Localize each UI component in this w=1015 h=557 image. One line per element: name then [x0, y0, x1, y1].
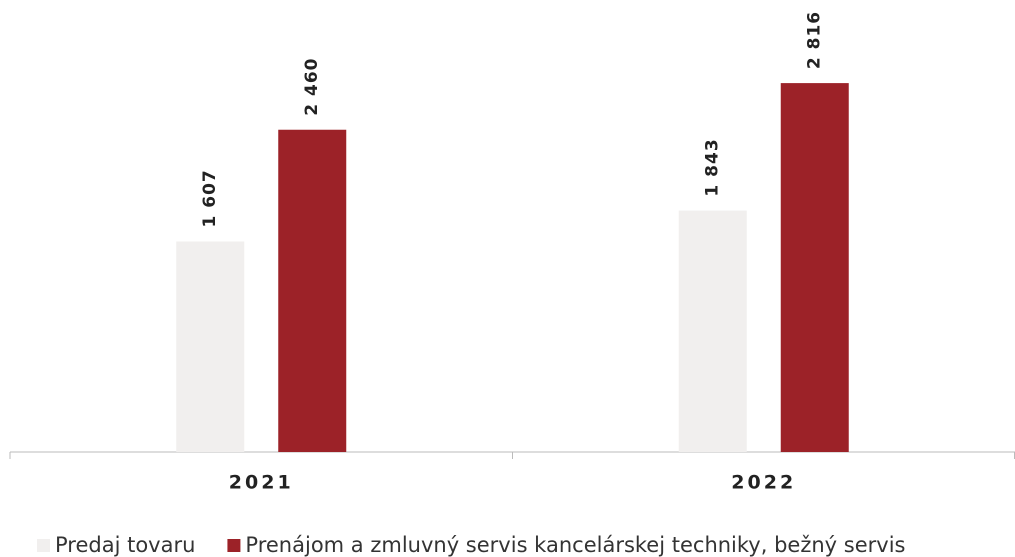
x-tick-label: 2022 — [731, 472, 796, 494]
x-tick-label: 2021 — [229, 472, 294, 494]
legend-swatch — [227, 539, 241, 552]
bar — [780, 83, 849, 452]
legend-label: Prenájom a zmluvný servis kancelárskej t… — [245, 533, 905, 557]
bar — [176, 241, 245, 452]
data-label: 1 607 — [200, 169, 220, 227]
data-label: 1 843 — [703, 138, 723, 196]
bar — [278, 129, 347, 453]
bar — [678, 210, 747, 452]
legend-swatch — [37, 539, 50, 552]
data-label: 2 816 — [805, 11, 825, 69]
legend-label: Predaj tovaru — [55, 533, 195, 557]
data-label: 2 460 — [302, 58, 322, 116]
